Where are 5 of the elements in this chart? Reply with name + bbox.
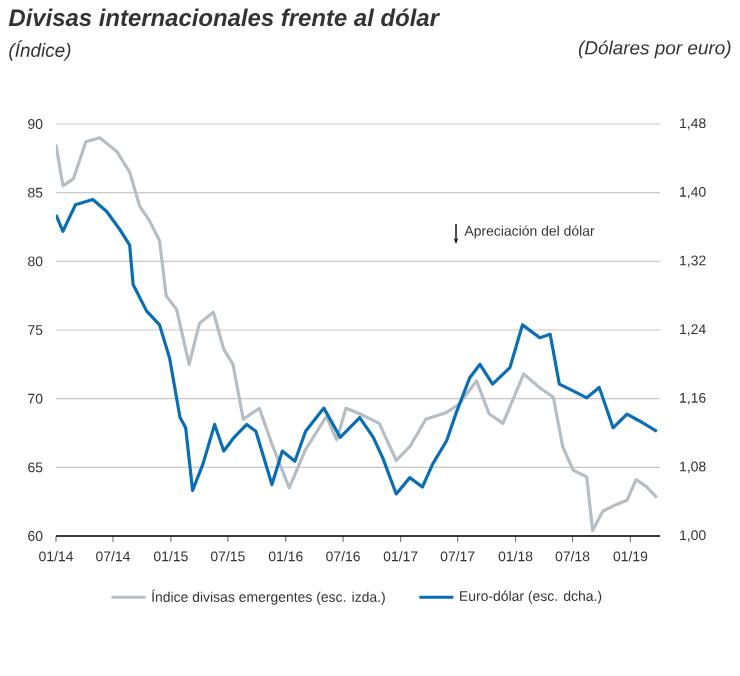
y-axis-title: (Índice) (9, 40, 71, 61)
chart-title: Divisas internacionales frente al dólar (8, 8, 440, 27)
y2-axis-title: (Dólares por euro) (578, 40, 731, 59)
line-series (56, 197, 659, 496)
line-series (56, 136, 659, 533)
